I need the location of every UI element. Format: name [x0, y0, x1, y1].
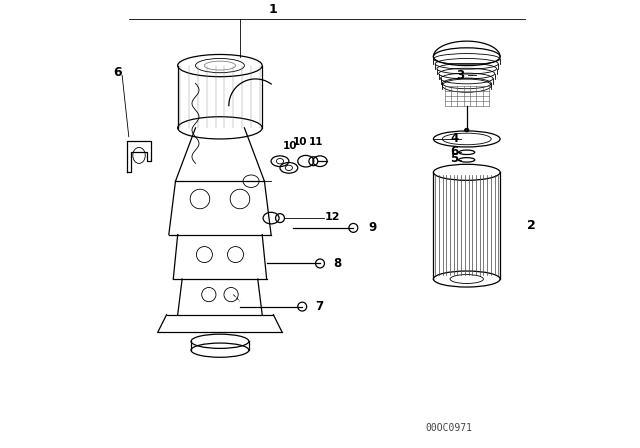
Text: 8: 8	[333, 257, 342, 270]
Ellipse shape	[298, 302, 307, 311]
Text: 6: 6	[113, 66, 122, 79]
Ellipse shape	[349, 224, 358, 233]
Text: 5: 5	[451, 152, 459, 165]
Text: 00OC0971: 00OC0971	[426, 423, 472, 433]
Text: 2: 2	[527, 219, 536, 232]
Text: 10: 10	[292, 137, 307, 146]
Text: 6: 6	[451, 145, 459, 158]
Text: 3: 3	[456, 69, 465, 82]
Text: 1: 1	[269, 3, 278, 16]
Text: 11: 11	[309, 137, 324, 146]
Ellipse shape	[465, 128, 469, 132]
Text: 7: 7	[315, 300, 323, 313]
Text: 4: 4	[451, 133, 459, 146]
Text: 9: 9	[369, 221, 376, 234]
Text: 12: 12	[324, 212, 340, 222]
Text: 10: 10	[283, 141, 298, 151]
Ellipse shape	[316, 259, 324, 268]
